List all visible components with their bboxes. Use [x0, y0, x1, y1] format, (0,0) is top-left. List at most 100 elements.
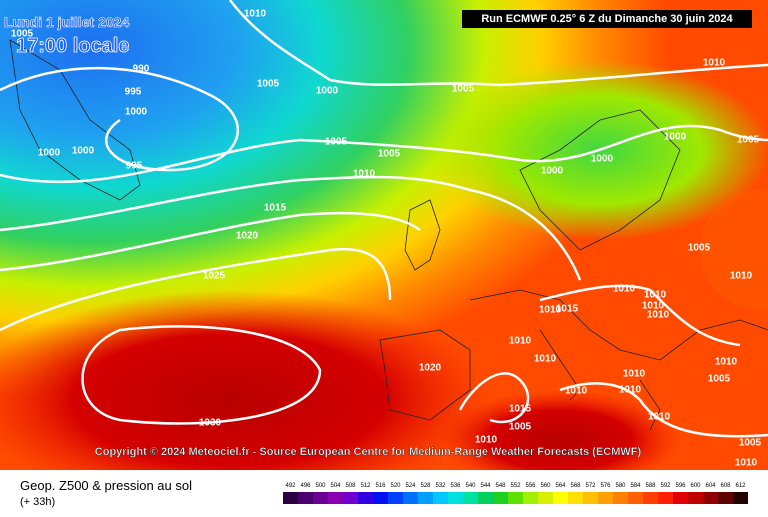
isobar-label: 1010 [735, 458, 758, 469]
isobar-label: 1015 [509, 404, 532, 415]
isobar-label: 1000 [125, 107, 148, 118]
scale-swatch [523, 492, 538, 504]
isobar-label: 1000 [316, 86, 339, 97]
footer-title: Geop. Z500 & pression au sol [20, 478, 192, 493]
scale-label: 548 [495, 483, 506, 489]
isobar-label: 1000 [664, 132, 687, 143]
scale-label: 556 [525, 483, 536, 489]
isobar-label: 1010 [642, 301, 665, 312]
scale-label: 500 [315, 483, 326, 489]
scale-label: 612 [735, 483, 746, 489]
east-area [700, 190, 768, 310]
isobar-label: 995 [125, 87, 142, 98]
isobar-label: 995 [126, 161, 143, 172]
scale-swatch [448, 492, 463, 504]
forecast-date: Lundi 1 juillet 2024 [4, 14, 129, 30]
scale-label: 568 [570, 483, 581, 489]
isobar-label: 1005 [509, 422, 532, 433]
scale-label: 584 [630, 483, 641, 489]
scale-swatch [478, 492, 493, 504]
scale-swatch [688, 492, 703, 504]
scale-swatch [613, 492, 628, 504]
scale-swatch [508, 492, 523, 504]
scale-swatch [643, 492, 658, 504]
isobar-label: 1005 [11, 29, 34, 40]
isobar-label: 1005 [257, 79, 280, 90]
scale-swatch [283, 492, 298, 504]
isobar-label: 1000 [38, 148, 61, 159]
scale-swatch [733, 492, 748, 504]
isobar-label: 1010 [619, 385, 642, 396]
copyright: Copyright © 2024 Meteociel.fr - Source E… [95, 446, 642, 458]
scale-swatch [418, 492, 433, 504]
isobar-label: 1005 [739, 438, 762, 449]
isobar-label: 1005 [737, 135, 760, 146]
scale-label: 608 [720, 483, 731, 489]
scale-label: 564 [555, 483, 566, 489]
scale-swatch [568, 492, 583, 504]
scale-swatch [703, 492, 718, 504]
scale-swatch [553, 492, 568, 504]
footer [0, 470, 768, 512]
scale-label: 504 [330, 483, 341, 489]
isobar-label: 1010 [613, 284, 636, 295]
scale-swatch [313, 492, 328, 504]
isobar-label: 1010 [539, 305, 562, 316]
isobar-label: 1000 [72, 146, 95, 157]
scale-label: 572 [585, 483, 596, 489]
scale-label: 528 [420, 483, 431, 489]
scale-label: 508 [345, 483, 356, 489]
scale-swatch [328, 492, 343, 504]
isobar-label: 1020 [236, 231, 259, 242]
scale-label: 552 [510, 483, 521, 489]
scale-label: 576 [600, 483, 611, 489]
scale-label: 544 [480, 483, 491, 489]
isobar-label: 1020 [419, 363, 442, 374]
isobar-label: 1005 [452, 84, 475, 95]
scale-swatch [373, 492, 388, 504]
ridge-area [440, 390, 680, 490]
scale-swatch [718, 492, 733, 504]
isobar-label: 1005 [708, 374, 731, 385]
isobar-label: 1010 [534, 354, 557, 365]
scale-swatch [343, 492, 358, 504]
isobars [0, 0, 768, 436]
isobar-labels: 1010 1005 990 995 1000 1005 1000 1005 1010 1000 10… [11, 9, 762, 469]
isobar-label: 1015 [556, 304, 579, 315]
scale-label: 604 [705, 483, 716, 489]
scale-swatch [433, 492, 448, 504]
color-scale: 492 496 500 504 508 512 516 520 524 528 532 536 540 5… [283, 483, 748, 504]
isobar-label: 1030 [199, 418, 222, 429]
scale-label: 496 [300, 483, 311, 489]
scale-label: 560 [540, 483, 551, 489]
isobar-label: 1010 [730, 271, 753, 282]
scale-label: 540 [465, 483, 476, 489]
scale-label: 512 [360, 483, 371, 489]
isobar-label: 1025 [203, 271, 226, 282]
scale-swatch [583, 492, 598, 504]
isobar-label: 1010 [715, 357, 738, 368]
isobar-label: 990 [133, 64, 150, 75]
isobar-label: 1010 [565, 386, 588, 397]
isobar-label: 1010 [244, 9, 267, 20]
isobar-label: 1010 [644, 290, 667, 301]
isobar-label: 1005 [325, 137, 348, 148]
isobar-label: 1000 [541, 166, 564, 177]
isobar-label: 1010 [509, 336, 532, 347]
scale-label: 588 [645, 483, 656, 489]
isobar-label: 1010 [475, 435, 498, 446]
coastlines [9, 39, 768, 431]
run-box [462, 10, 752, 28]
scale-swatch [628, 492, 643, 504]
isobar-label: 1010 [648, 412, 671, 423]
forecast-time: 17:00 locale [16, 35, 129, 57]
isobar-label: 1010 [353, 169, 376, 180]
scale-swatch [538, 492, 553, 504]
footer-subtitle: (+ 33h) [20, 496, 55, 508]
scale-label: 532 [435, 483, 446, 489]
scale-label: 592 [660, 483, 671, 489]
scale-label: 600 [690, 483, 701, 489]
scale-swatch [298, 492, 313, 504]
scale-swatch [358, 492, 373, 504]
